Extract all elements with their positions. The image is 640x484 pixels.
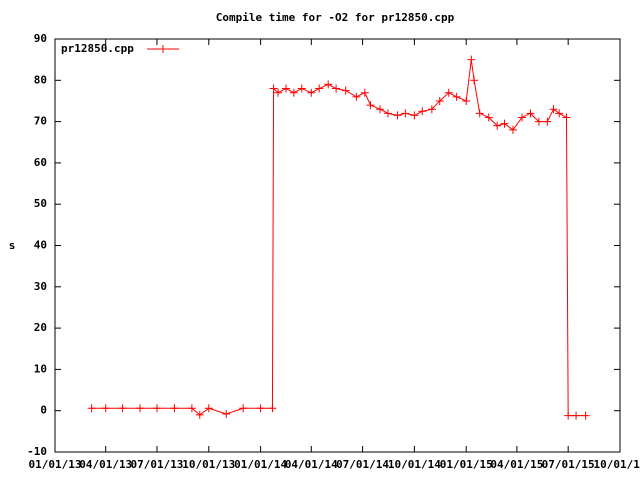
point-marker bbox=[289, 88, 298, 97]
legend-marker bbox=[159, 45, 167, 53]
point-marker bbox=[170, 404, 179, 413]
point-marker bbox=[307, 88, 316, 97]
point-marker bbox=[152, 404, 161, 413]
point-marker bbox=[366, 101, 375, 110]
x-tick-label: 01/01/15 bbox=[440, 458, 493, 471]
point-marker bbox=[297, 84, 306, 93]
chart-title: Compile time for -O2 for pr12850.cpp bbox=[216, 11, 455, 24]
point-marker bbox=[493, 121, 502, 130]
y-tick-label: 40 bbox=[34, 239, 47, 252]
point-marker bbox=[484, 113, 493, 122]
y-axis-label: s bbox=[9, 239, 16, 252]
point-marker bbox=[393, 111, 402, 120]
x-tick-label: 01/01/14 bbox=[234, 458, 287, 471]
point-marker bbox=[383, 109, 392, 118]
point-marker bbox=[332, 84, 341, 93]
plot-border bbox=[54, 38, 621, 453]
point-marker bbox=[360, 88, 369, 97]
point-marker bbox=[401, 109, 410, 118]
x-tick-label: 07/01/15 bbox=[542, 458, 595, 471]
point-marker bbox=[256, 404, 265, 413]
point-marker bbox=[352, 92, 361, 101]
point-marker bbox=[118, 404, 127, 413]
point-marker bbox=[452, 92, 461, 101]
x-tick-label: 01/01/13 bbox=[29, 458, 82, 471]
x-tick-label: 04/01/13 bbox=[79, 458, 132, 471]
point-marker bbox=[268, 404, 277, 413]
y-tick-label: 90 bbox=[34, 32, 47, 45]
point-marker bbox=[467, 55, 476, 64]
point-marker bbox=[534, 117, 543, 126]
x-tick-label: 04/01/14 bbox=[285, 458, 338, 471]
y-tick-label: 0 bbox=[40, 404, 47, 417]
point-marker bbox=[572, 411, 581, 420]
point-marker bbox=[564, 411, 573, 420]
y-tick-label: 50 bbox=[34, 197, 47, 210]
point-marker bbox=[549, 105, 558, 114]
point-marker bbox=[195, 410, 204, 419]
y-tick-label: 20 bbox=[34, 321, 47, 334]
point-marker bbox=[462, 96, 471, 105]
point-marker bbox=[87, 404, 96, 413]
y-tick-label: -10 bbox=[27, 445, 47, 458]
point-marker bbox=[444, 88, 453, 97]
point-marker bbox=[281, 84, 290, 93]
point-marker bbox=[187, 404, 196, 413]
y-tick-label: 10 bbox=[34, 362, 47, 375]
point-marker bbox=[418, 107, 427, 116]
point-marker bbox=[315, 84, 324, 93]
point-marker bbox=[410, 111, 419, 120]
x-tick-label: 07/01/14 bbox=[336, 458, 389, 471]
y-tick-label: 80 bbox=[34, 73, 47, 86]
point-marker bbox=[543, 117, 552, 126]
point-marker bbox=[435, 96, 444, 105]
point-marker bbox=[581, 411, 590, 420]
point-marker bbox=[101, 404, 110, 413]
series-line bbox=[91, 59, 586, 417]
point-marker bbox=[376, 105, 385, 114]
point-marker bbox=[136, 404, 145, 413]
y-tick-label: 30 bbox=[34, 280, 47, 293]
point-marker bbox=[341, 86, 350, 95]
point-marker bbox=[475, 109, 484, 118]
point-marker bbox=[324, 80, 333, 89]
x-tick-label: 04/01/15 bbox=[490, 458, 543, 471]
point-marker bbox=[470, 76, 479, 85]
point-marker bbox=[222, 410, 231, 419]
legend-label: pr12850.cpp bbox=[61, 42, 134, 55]
point-marker bbox=[239, 404, 248, 413]
x-tick-label: 10/01/14 bbox=[388, 458, 441, 471]
point-marker bbox=[269, 84, 278, 93]
x-tick-label: 10/01/13 bbox=[182, 458, 235, 471]
point-marker bbox=[204, 404, 213, 413]
y-tick-label: 60 bbox=[34, 156, 47, 169]
point-marker bbox=[500, 119, 509, 128]
point-marker bbox=[427, 105, 436, 114]
point-marker bbox=[555, 109, 564, 118]
point-marker bbox=[508, 125, 517, 134]
point-marker bbox=[517, 113, 526, 122]
y-tick-label: 70 bbox=[34, 115, 47, 128]
x-tick-label: 07/01/13 bbox=[130, 458, 183, 471]
point-marker bbox=[274, 88, 283, 97]
point-marker bbox=[562, 113, 571, 122]
x-tick-label: 10/01/15 bbox=[594, 458, 640, 471]
point-marker bbox=[526, 109, 535, 118]
